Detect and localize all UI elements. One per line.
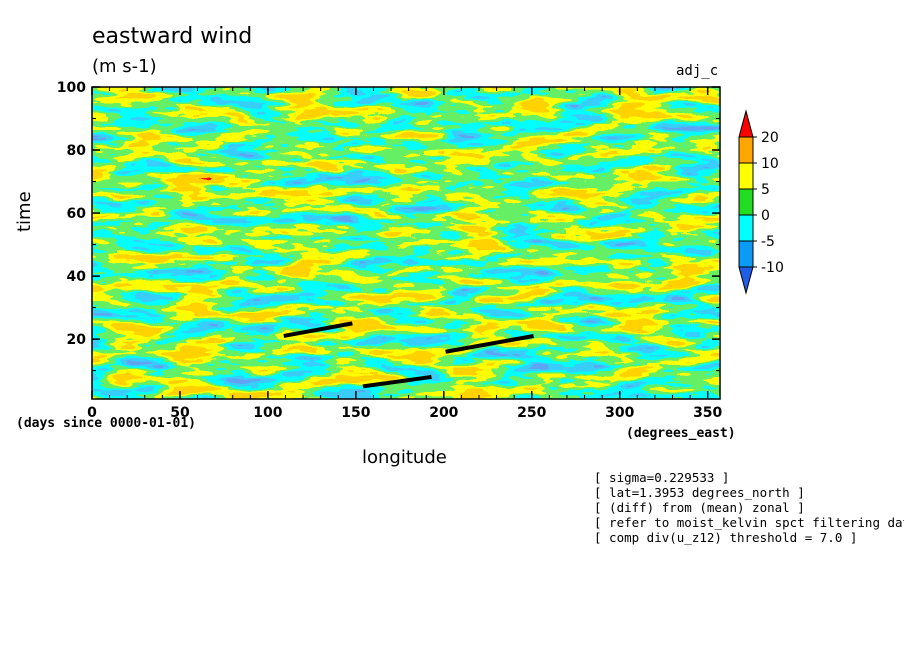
colorbar-label: 5 (761, 182, 770, 198)
chart-units: (m s-1) (92, 56, 157, 77)
x-axis-label: longitude (362, 447, 447, 468)
x-tick-label: 300 (605, 405, 634, 421)
note-line: [ (diff) from (mean) zonal ] (594, 500, 805, 515)
overlay-line (283, 321, 353, 338)
colorbar-box (738, 188, 754, 216)
colorbar-label: -10 (761, 260, 784, 276)
colorbar-label: 0 (761, 208, 770, 224)
run-label: adj_c (676, 63, 719, 79)
x-tick-label: 350 (693, 405, 722, 421)
colorbar-box (738, 162, 754, 190)
overlay-lines (283, 321, 534, 389)
colorbar-extend-top (738, 109, 754, 138)
y-tick-label: 40 (67, 269, 87, 285)
note-line: [ lat=1.3953 degrees_north ] (594, 485, 805, 500)
y-tick-label: 60 (67, 206, 87, 222)
x-tick-label: 50 (170, 405, 190, 421)
x-tick-label: 0 (87, 405, 97, 421)
colorbar: 20 10 5 0 -5 -10 (738, 109, 784, 295)
x-axis-units: (degrees_east) (626, 426, 736, 441)
x-tick-label: 200 (429, 405, 458, 421)
time-origin-label: (days since 0000-01-01) (16, 416, 197, 431)
colorbar-box (738, 240, 754, 268)
y-tick-label: 100 (57, 80, 86, 96)
chart-title: eastward wind (92, 24, 253, 49)
axes: 0 50 100 150 200 250 300 350 20 40 60 80 100 (57, 80, 723, 421)
note-line: [ refer to moist_kelvin spct filtering d… (594, 515, 904, 530)
colorbar-label: 10 (761, 156, 779, 172)
annotation-notes: [ sigma=0.229533 ] [ lat=1.3953 degrees_… (594, 470, 904, 545)
colorbar-box (738, 136, 754, 164)
y-tick-label: 20 (67, 332, 87, 348)
plot-area (92, 87, 720, 399)
overlay-line (445, 334, 534, 354)
colorbar-label: 20 (761, 130, 779, 146)
overlay-line (362, 374, 432, 389)
x-tick-label: 250 (517, 405, 546, 421)
note-line: [ sigma=0.229533 ] (594, 470, 730, 485)
colorbar-box (738, 214, 754, 242)
x-tick-label: 150 (341, 405, 370, 421)
colorbar-extend-bottom (738, 266, 754, 295)
note-line: [ comp div(u_z12) threshold = 7.0 ] (594, 530, 858, 545)
colorbar-label: -5 (761, 234, 775, 250)
plot-frame (91, 86, 721, 400)
contour-field (92, 87, 720, 399)
y-tick-label: 80 (67, 143, 87, 159)
x-tick-label: 100 (253, 405, 282, 421)
